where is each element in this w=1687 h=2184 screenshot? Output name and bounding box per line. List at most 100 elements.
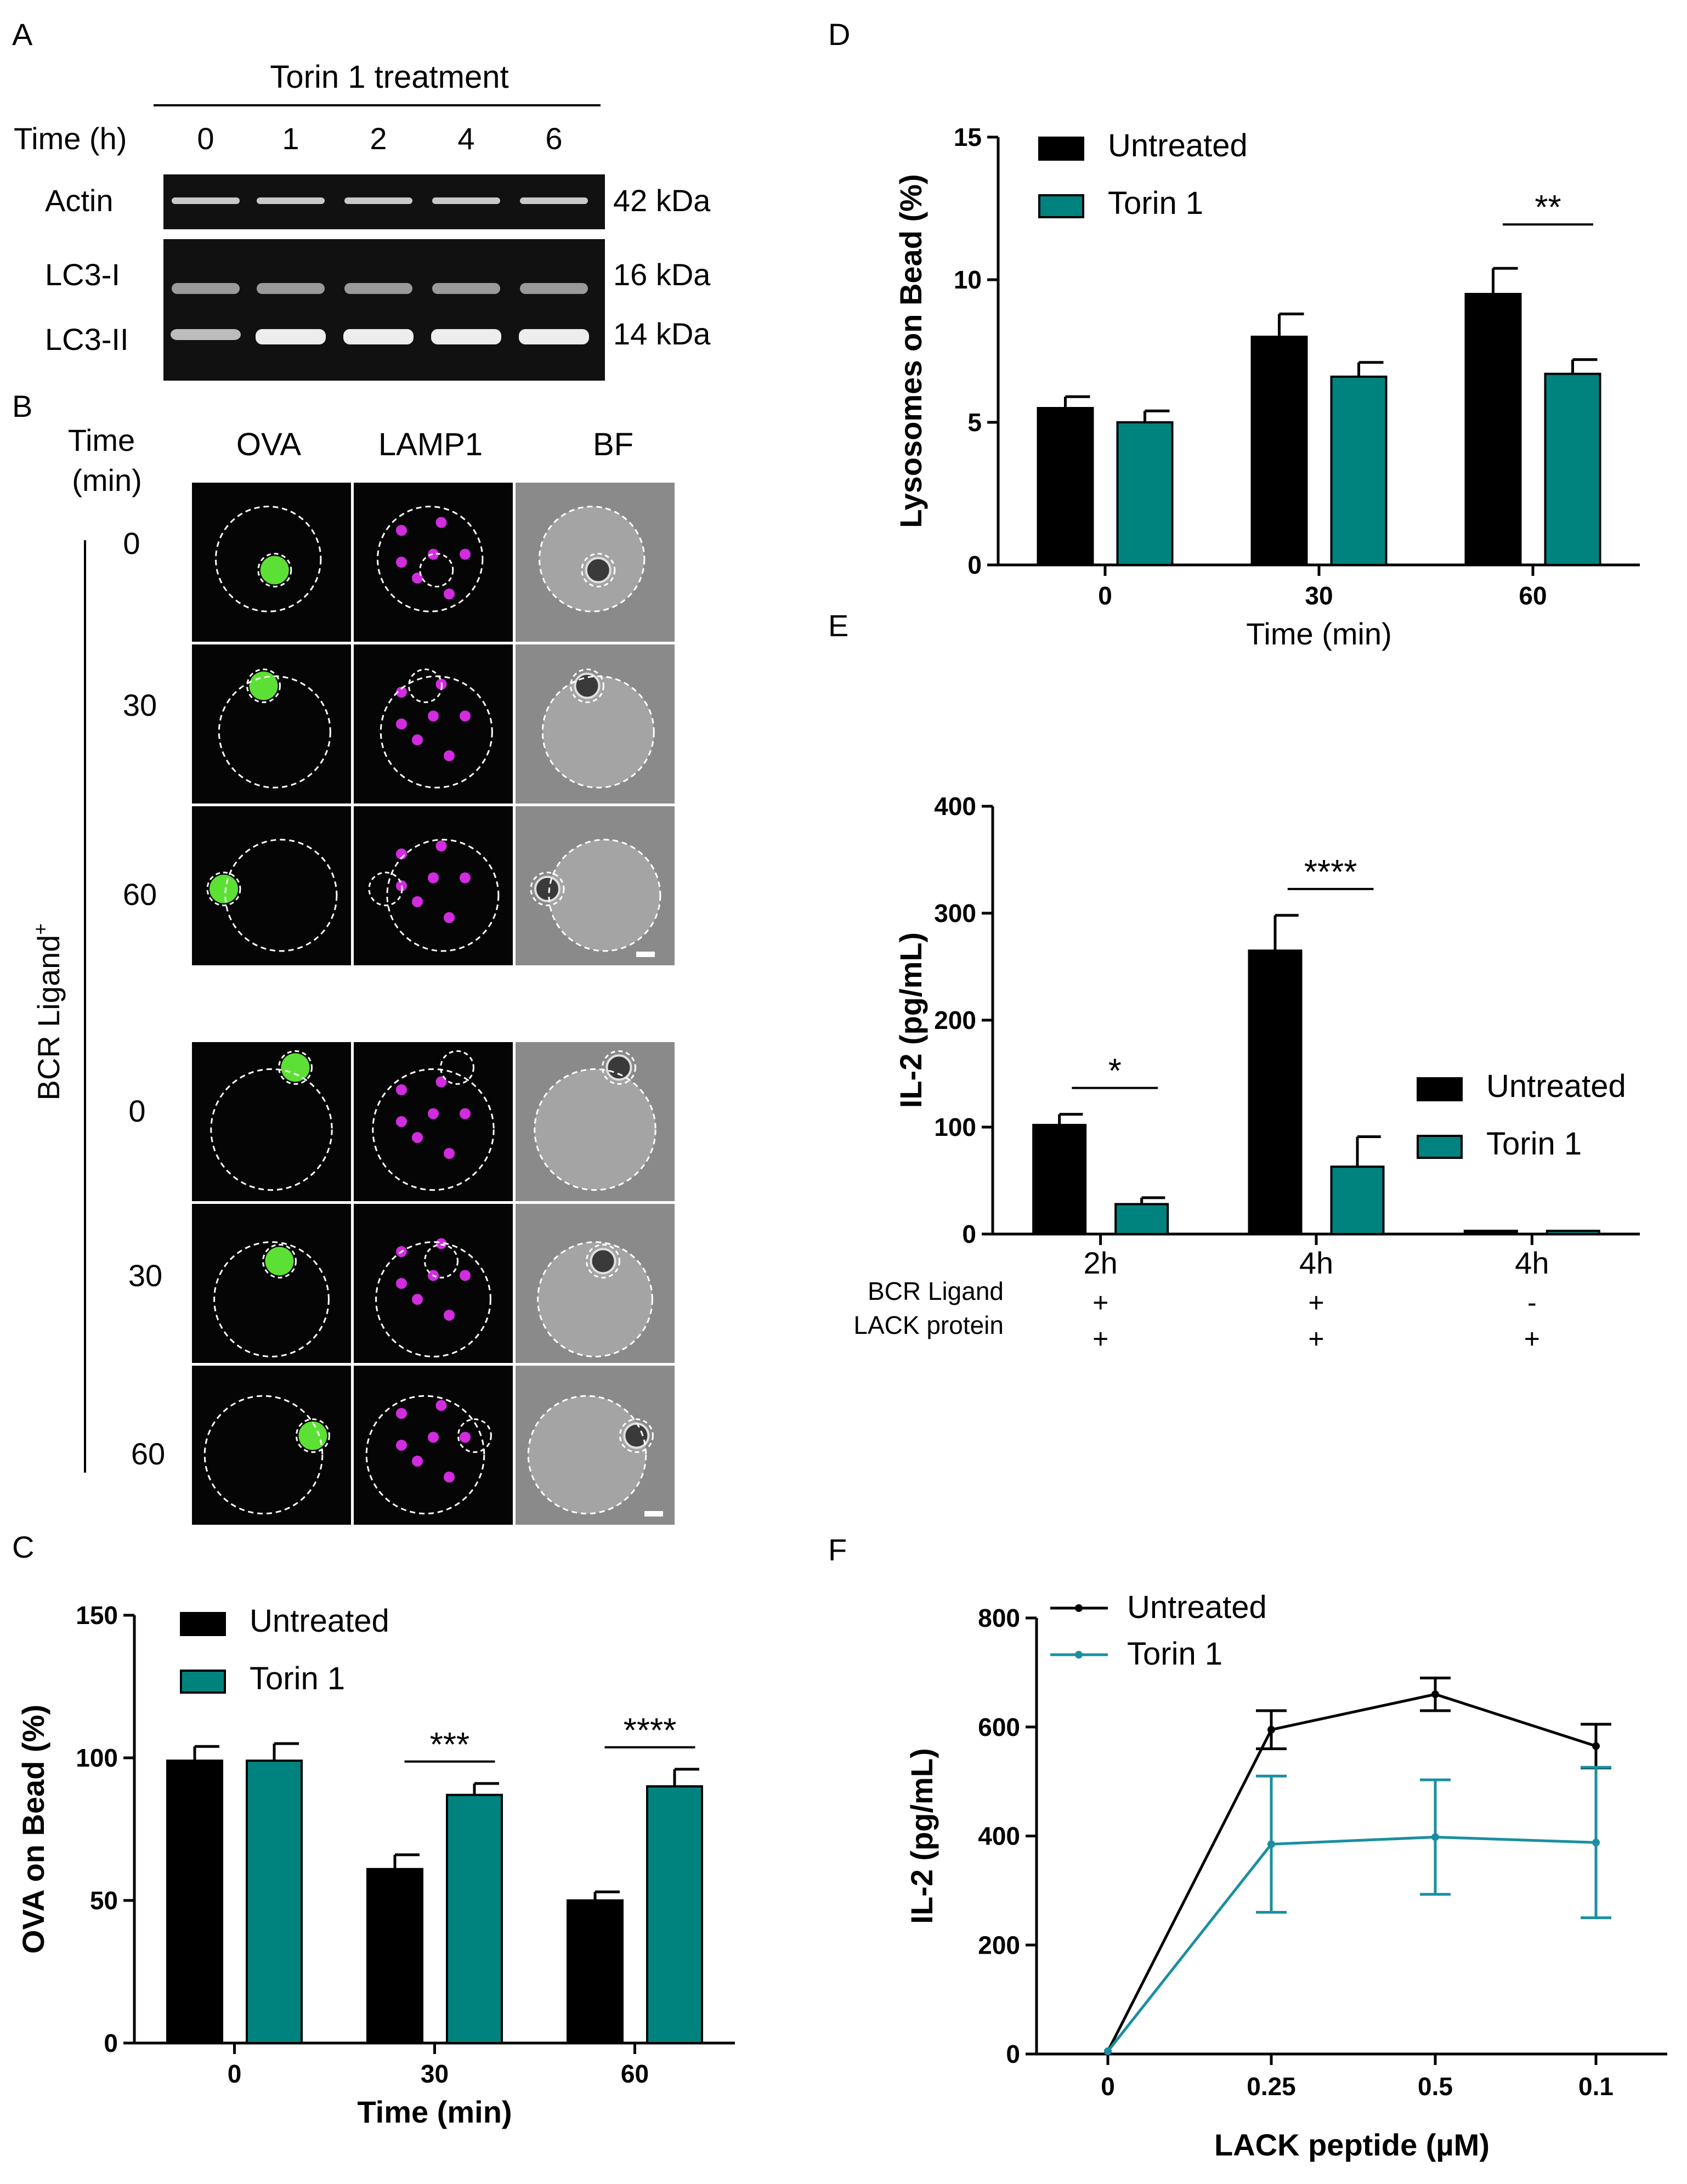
bcr-ligand-sign: +: [1092, 1287, 1108, 1318]
y-tick-label: 400: [934, 792, 976, 821]
bar-untreated: [567, 1899, 624, 2044]
y-tick-label: 200: [934, 1006, 976, 1034]
data-point: [1267, 1840, 1275, 1848]
bar-torin: [1330, 375, 1388, 566]
lc3-i-band: [172, 283, 240, 294]
cell-outline: [372, 1068, 495, 1191]
bar-untreated: [1037, 407, 1094, 566]
ova-bead-signal: [265, 1247, 294, 1276]
lamp1-puncta: [428, 1108, 439, 1119]
lamp1-puncta: [435, 1238, 447, 1249]
lc3-i-band: [257, 283, 325, 294]
lamp1-image: [354, 644, 513, 804]
micrograph-time: 30: [123, 688, 157, 722]
y-tick-label: 15: [954, 123, 982, 151]
blot-timepoint: 1: [282, 121, 299, 156]
cell-outline: [548, 839, 661, 952]
bar-torin: [1114, 1203, 1169, 1235]
bead-outline: [440, 1050, 474, 1085]
bf-bead: [590, 1248, 616, 1275]
lamp1-puncta: [460, 1432, 471, 1443]
lc3-i-band: [432, 283, 500, 294]
cell-outline: [386, 839, 500, 952]
lamp1-puncta: [396, 848, 407, 859]
y-tick-label: 100: [76, 1744, 118, 1772]
bar-torin: [646, 1785, 703, 2044]
lack-protein-sign: +: [1524, 1323, 1540, 1354]
chart-f: 0 200 400 600 800 IL-2 (pg/mL) 0 0.25 0.5 0.1 LACK…: [904, 1589, 1667, 2162]
bf-cell: [528, 1396, 646, 1514]
actin-size: 42 kDa: [613, 183, 711, 218]
bf-cell: [537, 1242, 653, 1357]
blot-timepoint: 4: [457, 121, 474, 156]
lamp1-puncta: [444, 589, 455, 599]
cell-outline: [537, 1241, 653, 1357]
legend-swatch: [1038, 194, 1084, 218]
lamp1-puncta: [435, 1076, 447, 1088]
blot-timepoint: 6: [545, 121, 562, 156]
micrograph-time: 30: [128, 1258, 162, 1293]
actin-band: [520, 197, 588, 204]
x-tick-label: 0: [1101, 2072, 1115, 2101]
lamp1-puncta: [460, 1270, 471, 1281]
lc3-blot: [163, 239, 605, 381]
bar-untreated: [1250, 336, 1308, 566]
lamp1-puncta: [435, 840, 447, 852]
actin-band: [172, 197, 240, 204]
line-torin: [1107, 1835, 1597, 2052]
lamp1-puncta: [412, 1132, 423, 1143]
y-tick-label: 0: [962, 1220, 976, 1248]
panel-letter-a: A: [12, 17, 33, 52]
lc3-ii-label: LC3-II: [45, 322, 129, 357]
ova-image: [192, 644, 351, 804]
bead-outline: [581, 553, 616, 587]
data-point: [1592, 1838, 1600, 1847]
micrograph-grid: [192, 483, 675, 1525]
legend-torin: Torin 1: [1108, 185, 1203, 221]
bead-outline: [586, 1243, 620, 1278]
significance-stars: ****: [1304, 853, 1357, 891]
bar-torin: [1116, 421, 1174, 566]
legend-torin: Torin 1: [250, 1661, 345, 1696]
bead-outline: [262, 1243, 297, 1278]
x-tick-label: 4h: [1299, 1246, 1333, 1280]
x-tick-label: 60: [621, 2059, 649, 2088]
significance-stars: **: [1535, 189, 1561, 227]
row-label-bcr: BCR Ligand: [868, 1277, 1004, 1305]
data-point: [1592, 1742, 1600, 1750]
bead-outline: [602, 1050, 636, 1085]
micrograph-time: 60: [131, 1436, 165, 1471]
actin-band: [344, 197, 412, 204]
bead-outline: [257, 553, 292, 587]
y-tick-label: 0: [967, 551, 982, 579]
blot-bands: [171, 197, 589, 344]
lamp1-puncta: [396, 1440, 407, 1451]
legend-marker: [1075, 1651, 1083, 1659]
lamp1-puncta: [444, 1148, 455, 1159]
x-axis-label: Time (min): [1246, 616, 1391, 651]
lamp1-puncta: [412, 896, 423, 907]
line-untreated: [1106, 1693, 1597, 2052]
significance-stars: ***: [430, 1726, 469, 1764]
lack-protein-sign: +: [1308, 1323, 1324, 1354]
ova-bead-signal: [260, 556, 289, 585]
legend-untreated: Untreated: [1486, 1068, 1626, 1104]
scale-bar: [636, 952, 655, 957]
micrograph-time: 0: [123, 526, 140, 561]
lamp1-image: [354, 1042, 513, 1201]
data-point: [1267, 1725, 1275, 1734]
scale-bar: [644, 1511, 663, 1517]
bead-outline: [408, 668, 443, 703]
lamp1-puncta: [396, 1278, 407, 1289]
panel-letter-e: E: [828, 608, 848, 643]
lc3-ii-band: [171, 329, 241, 340]
cell-outline: [215, 506, 322, 613]
x-tick-label: 0: [1098, 581, 1112, 610]
data-point: [1431, 1690, 1439, 1699]
cell-outline: [365, 1395, 485, 1515]
y-tick-label: 400: [978, 1822, 1020, 1851]
cell-outline: [377, 506, 484, 613]
lamp1-puncta: [460, 710, 471, 722]
